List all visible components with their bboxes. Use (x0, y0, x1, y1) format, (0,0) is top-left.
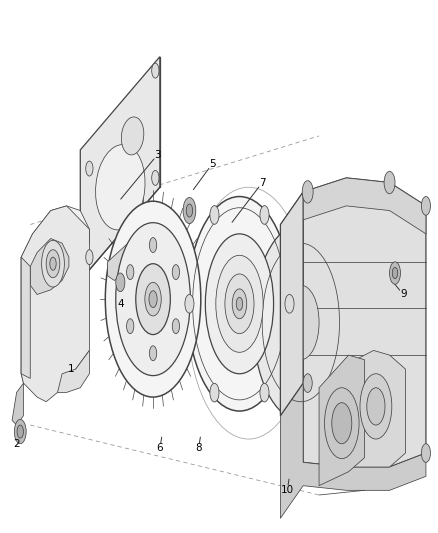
Circle shape (225, 274, 254, 334)
Text: 5: 5 (209, 159, 215, 169)
Polygon shape (21, 206, 89, 402)
Text: 10: 10 (281, 486, 294, 495)
Polygon shape (12, 383, 24, 425)
Circle shape (152, 63, 159, 78)
Circle shape (149, 346, 157, 361)
Circle shape (127, 319, 134, 334)
Circle shape (183, 198, 196, 224)
Circle shape (172, 319, 180, 334)
Polygon shape (108, 243, 137, 280)
Circle shape (172, 265, 180, 279)
Circle shape (136, 264, 170, 335)
Circle shape (283, 285, 319, 360)
Circle shape (86, 161, 93, 176)
Text: 9: 9 (400, 289, 406, 300)
Text: 1: 1 (68, 364, 74, 374)
Circle shape (332, 402, 352, 443)
Circle shape (50, 257, 56, 270)
Circle shape (152, 171, 159, 185)
Circle shape (325, 387, 359, 458)
Polygon shape (21, 206, 89, 383)
Circle shape (149, 238, 157, 253)
Text: 7: 7 (259, 177, 265, 188)
Circle shape (186, 204, 193, 217)
Circle shape (105, 201, 201, 397)
Circle shape (421, 197, 431, 215)
Circle shape (116, 223, 191, 376)
Polygon shape (21, 257, 30, 378)
Polygon shape (303, 178, 426, 467)
Circle shape (421, 443, 431, 462)
Circle shape (260, 206, 269, 224)
Polygon shape (319, 355, 364, 486)
Circle shape (145, 282, 161, 316)
Text: 3: 3 (154, 150, 161, 159)
Ellipse shape (95, 144, 145, 230)
Circle shape (42, 240, 64, 287)
Circle shape (187, 197, 292, 411)
Polygon shape (280, 383, 426, 518)
Polygon shape (80, 56, 160, 280)
Circle shape (210, 383, 219, 402)
Polygon shape (57, 350, 89, 392)
Circle shape (210, 206, 219, 224)
Circle shape (253, 224, 349, 421)
Circle shape (360, 374, 392, 439)
Circle shape (384, 172, 395, 194)
Circle shape (127, 265, 134, 279)
Circle shape (17, 425, 24, 438)
Circle shape (216, 255, 263, 352)
Circle shape (260, 383, 269, 402)
Circle shape (185, 294, 194, 313)
Circle shape (205, 234, 274, 374)
Text: 8: 8 (195, 443, 202, 454)
Text: 2: 2 (13, 439, 20, 449)
Circle shape (116, 273, 125, 292)
Text: 6: 6 (156, 443, 163, 454)
Circle shape (302, 181, 313, 203)
Polygon shape (280, 192, 303, 416)
Circle shape (285, 294, 294, 313)
Circle shape (389, 262, 400, 284)
Circle shape (14, 419, 26, 443)
Circle shape (303, 374, 312, 392)
Circle shape (86, 250, 93, 265)
Circle shape (149, 290, 157, 308)
Polygon shape (30, 239, 69, 294)
Circle shape (46, 250, 60, 278)
Polygon shape (346, 350, 406, 467)
Circle shape (367, 387, 385, 425)
Polygon shape (280, 178, 426, 253)
Circle shape (236, 297, 243, 310)
Circle shape (232, 289, 247, 319)
Circle shape (392, 268, 398, 279)
Ellipse shape (121, 117, 144, 155)
Text: 4: 4 (118, 299, 124, 309)
